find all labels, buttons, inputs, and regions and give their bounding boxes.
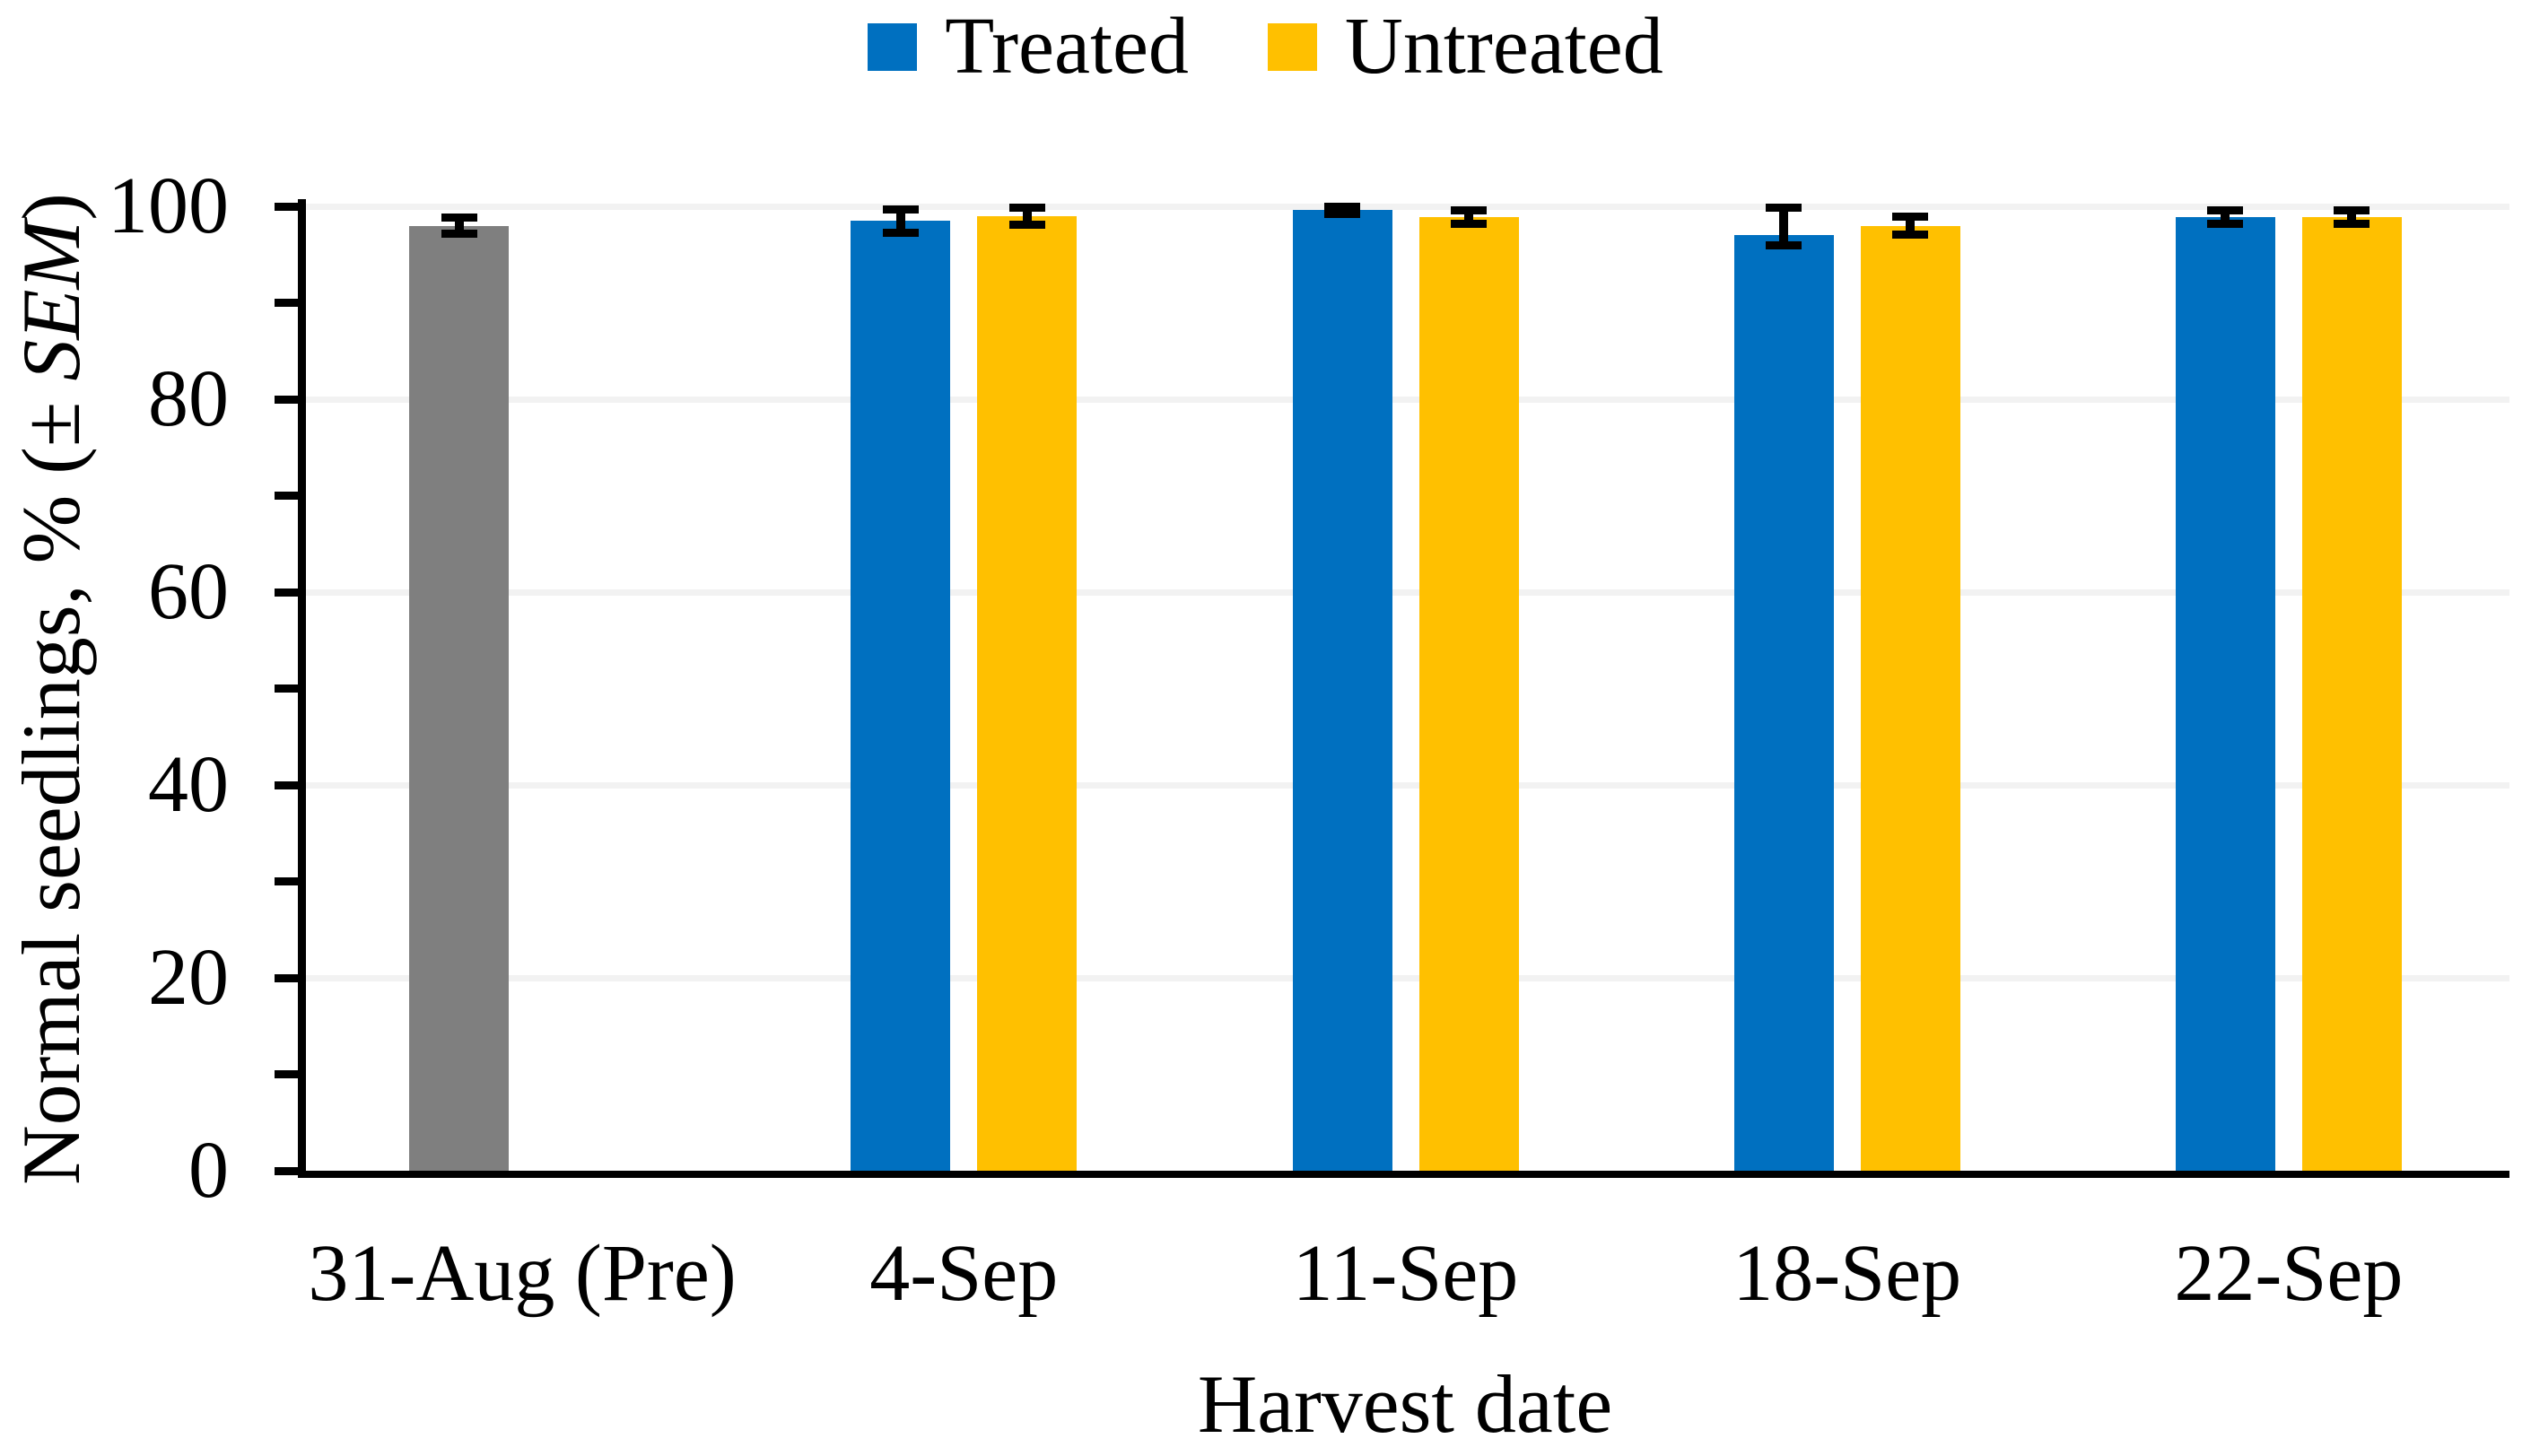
legend-label-treated: Treated xyxy=(945,2,1189,91)
bar-pre-31-aug--0 xyxy=(409,225,510,1171)
error-bar-untreated-4-line xyxy=(2347,210,2357,224)
y-tick-100 xyxy=(275,202,305,211)
gridline-100 xyxy=(301,203,2509,210)
error-bar-treated-3-cap-top xyxy=(1766,203,1802,212)
error-bar-treated-3-line xyxy=(1779,207,1789,245)
x-label-4: 22-Sep xyxy=(2174,1229,2404,1318)
untreated-swatch-icon xyxy=(1267,22,1317,71)
bar-untreated-2 xyxy=(1418,216,1519,1171)
gridline-20 xyxy=(301,974,2509,981)
x-label-0: 31-Aug (Pre) xyxy=(308,1229,737,1318)
error-bar-untreated-1-cap-bottom xyxy=(1008,220,1045,229)
y-tick-40 xyxy=(275,780,305,789)
error-bar-pre-31-aug--0-cap-top xyxy=(441,214,477,222)
x-label-3: 18-Sep xyxy=(1732,1229,1962,1318)
bar-untreated-3 xyxy=(1860,225,1960,1171)
y-tick-70 xyxy=(275,492,305,500)
error-bar-untreated-2-cap-bottom xyxy=(1451,219,1487,228)
y-tick-label-60: 60 xyxy=(148,547,229,636)
y-tick-50 xyxy=(275,684,305,693)
x-label-2: 11-Sep xyxy=(1292,1229,1519,1318)
x-axis-line xyxy=(298,1171,2509,1178)
error-bar-treated-2-cap-top xyxy=(1324,202,1360,211)
error-bar-pre-31-aug--0-line xyxy=(454,217,464,234)
bar-untreated-4 xyxy=(2301,216,2402,1171)
error-bar-untreated-3-cap-bottom xyxy=(1892,230,1929,239)
y-tick-label-40: 40 xyxy=(148,740,229,829)
error-bar-untreated-4-cap-top xyxy=(2334,205,2370,214)
treated-swatch-icon xyxy=(868,22,918,71)
error-bar-treated-4-line xyxy=(2221,210,2230,224)
bar-treated-1 xyxy=(851,221,951,1171)
error-bar-treated-2-cap-bottom xyxy=(1324,210,1360,219)
gridline-80 xyxy=(301,396,2509,403)
error-bar-untreated-4-cap-bottom xyxy=(2334,219,2370,228)
legend: Treated Untreated xyxy=(0,4,2531,90)
y-tick-10 xyxy=(275,1070,305,1078)
bar-treated-2 xyxy=(1292,210,1392,1171)
y-tick-0 xyxy=(275,1166,305,1175)
error-bar-treated-1-cap-bottom xyxy=(882,228,919,237)
y-axis-title: Normal seedlings, % (± SEM) xyxy=(4,193,99,1185)
bar-untreated-1 xyxy=(977,215,1078,1171)
bar-treated-3 xyxy=(1733,235,1834,1171)
error-bar-treated-4-cap-top xyxy=(2207,205,2244,214)
error-bar-untreated-1-line xyxy=(1022,207,1032,225)
y-tick-30 xyxy=(275,877,305,885)
error-bar-treated-4-cap-bottom xyxy=(2207,219,2244,228)
x-axis-title: Harvest date xyxy=(1197,1358,1613,1450)
y-tick-80 xyxy=(275,395,305,404)
error-bar-untreated-2-cap-top xyxy=(1451,205,1487,214)
error-bar-untreated-2-line xyxy=(1464,210,1473,224)
error-bar-untreated-3-cap-top xyxy=(1892,213,1929,222)
y-tick-label-100: 100 xyxy=(108,161,229,250)
y-tick-20 xyxy=(275,973,305,982)
y-tick-label-20: 20 xyxy=(148,933,229,1022)
y-tick-60 xyxy=(275,588,305,597)
legend-item-untreated: Untreated xyxy=(1267,2,1663,91)
legend-item-treated: Treated xyxy=(868,6,1189,87)
error-bar-untreated-1-cap-top xyxy=(1008,203,1045,212)
error-bar-untreated-3-line xyxy=(1906,216,1916,235)
legend-label-untreated: Untreated xyxy=(1344,2,1663,91)
error-bar-pre-31-aug--0-cap-bottom xyxy=(441,229,477,238)
x-label-1: 4-Sep xyxy=(869,1229,1059,1318)
bar-treated-4 xyxy=(2175,216,2275,1171)
y-tick-label-80: 80 xyxy=(148,354,229,443)
y-tick-label-0: 0 xyxy=(188,1126,229,1215)
error-bar-treated-1-line xyxy=(895,209,905,233)
error-bar-treated-1-cap-top xyxy=(882,205,919,214)
y-tick-90 xyxy=(275,299,305,307)
error-bar-treated-3-cap-bottom xyxy=(1766,240,1802,249)
gridline-60 xyxy=(301,589,2509,596)
gridline-40 xyxy=(301,781,2509,789)
